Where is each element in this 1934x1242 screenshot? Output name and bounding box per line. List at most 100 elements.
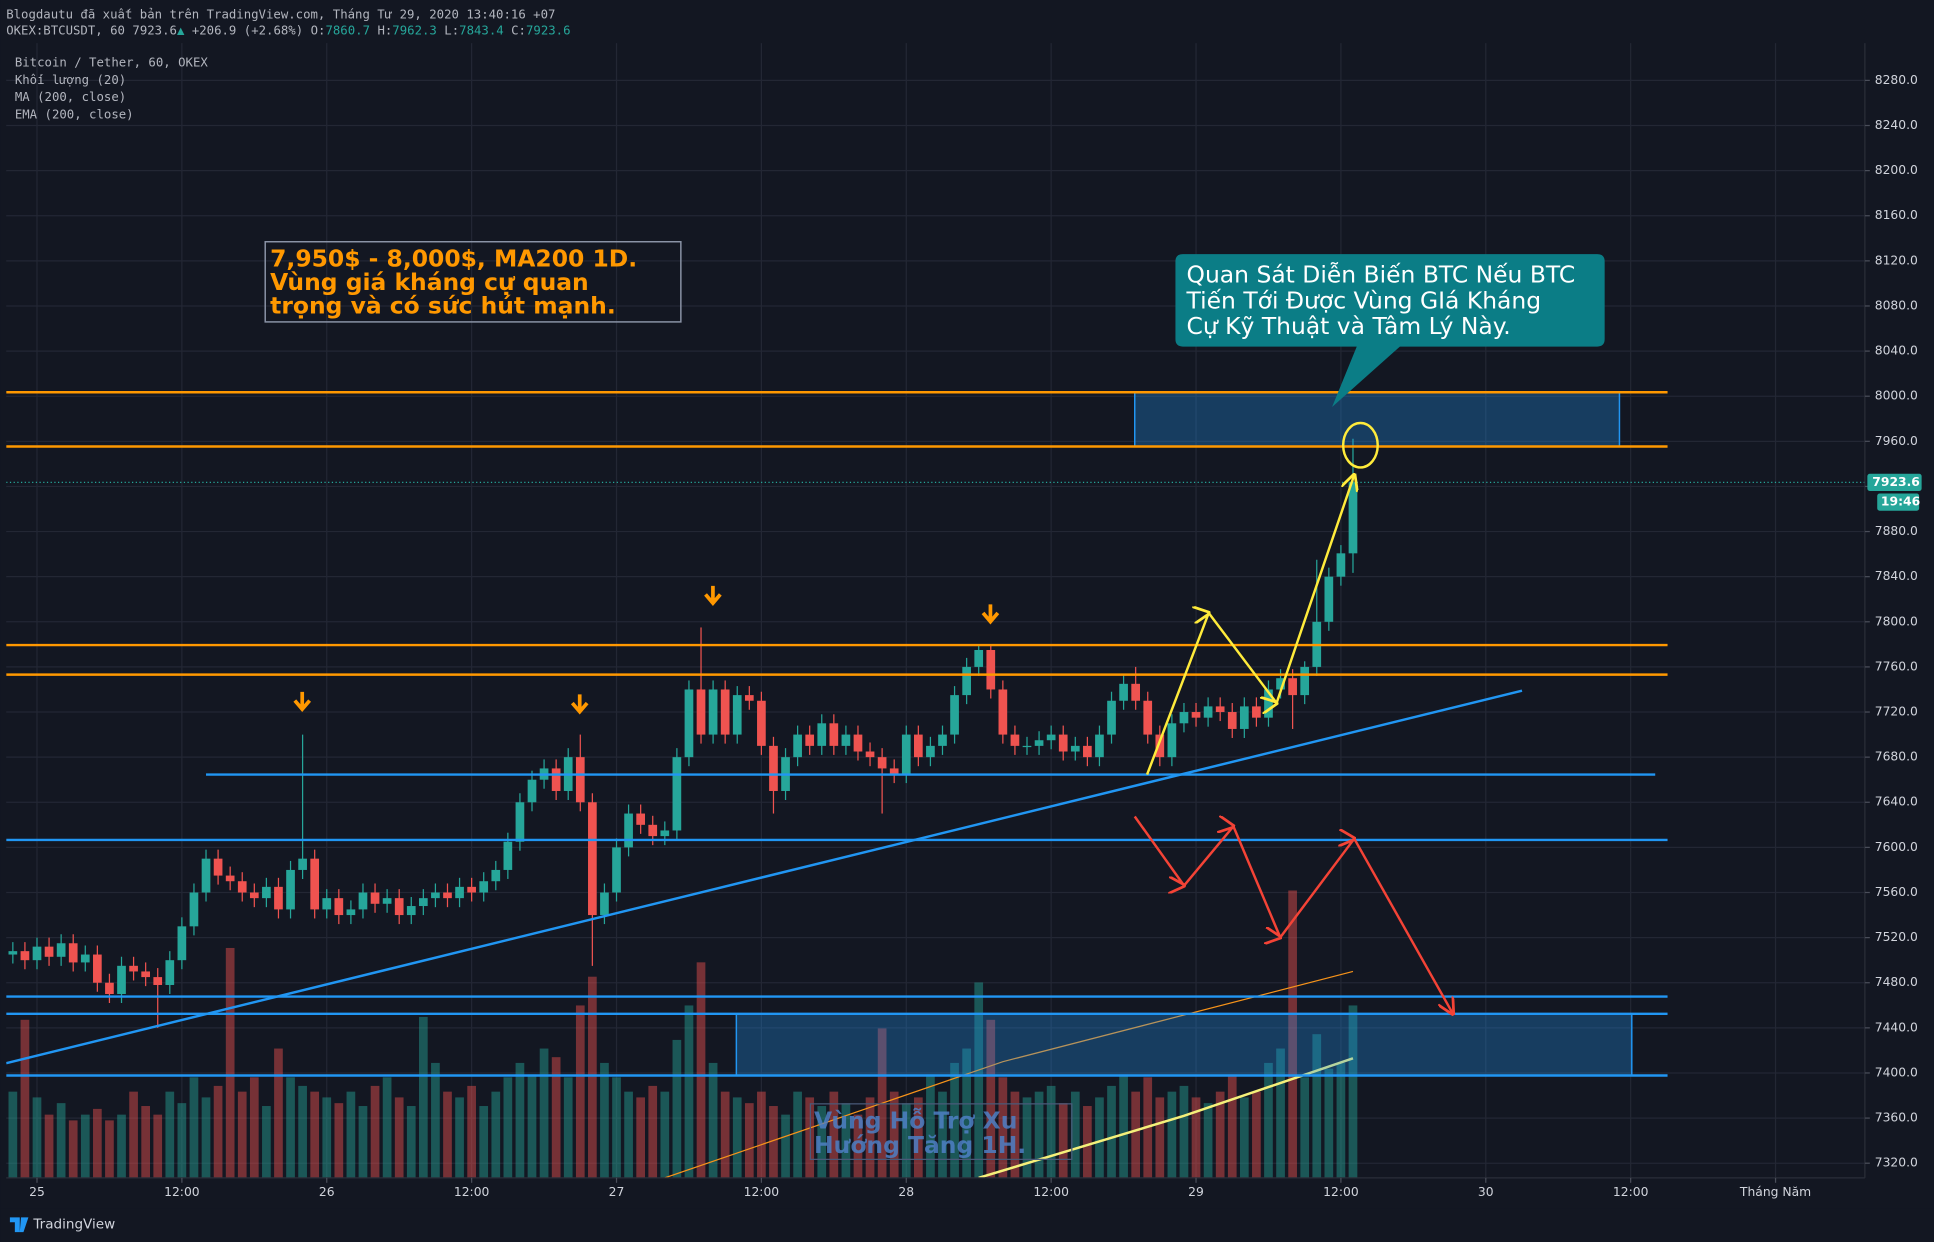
volume-bar <box>189 1077 199 1178</box>
volume-bar <box>93 1108 102 1178</box>
annotation-text: Hướng Tăng 1H. <box>814 1131 1026 1159</box>
y-tick-label: 7400.0 <box>1875 1065 1918 1079</box>
volume-bar <box>600 1062 609 1178</box>
volume-bar <box>1239 1097 1249 1178</box>
candle-body <box>298 858 307 870</box>
candle-body <box>624 813 633 848</box>
volume-bar <box>286 1077 295 1178</box>
candle-body <box>1119 683 1128 701</box>
candle-body <box>1034 740 1044 746</box>
ohlc-value: 7843.4 <box>459 24 504 38</box>
volume-bar <box>1167 1091 1177 1178</box>
candle-body <box>1022 745 1032 748</box>
y-tick-label: 8200.0 <box>1875 163 1918 177</box>
legend-entry: Khối lượng (20) <box>15 73 126 87</box>
volume-bar <box>769 1106 778 1178</box>
volume-bar <box>1058 1103 1068 1178</box>
volume-bar <box>1252 1091 1261 1178</box>
candle-body <box>1300 666 1310 696</box>
annotation-text: 7,950$ - 8,000$, MA200 1D. <box>270 244 637 272</box>
volume-bar <box>1070 1091 1080 1178</box>
volume-bar <box>986 1019 996 1178</box>
y-tick-label: 7680.0 <box>1875 750 1918 764</box>
candle-body <box>189 892 199 927</box>
volume-bar <box>1010 1091 1020 1178</box>
volume-bar <box>672 1039 682 1178</box>
candle-body <box>612 847 621 893</box>
volume-bar <box>418 1016 428 1178</box>
candle-body <box>708 689 718 735</box>
volume-bar <box>346 1091 356 1178</box>
x-tick-label: 30 <box>1478 1185 1494 1199</box>
candle-body <box>249 892 259 899</box>
volume-bar <box>1300 1077 1310 1178</box>
candle-body <box>515 802 525 842</box>
volume-bar <box>1203 1103 1213 1178</box>
callout-box <box>1175 254 1605 408</box>
candle-body <box>346 909 356 916</box>
candle-body <box>1083 745 1092 758</box>
volume-bar <box>793 1091 802 1178</box>
volume-bar <box>1107 1085 1116 1178</box>
ohlc-value: 7923.6 <box>526 24 571 38</box>
volume-bar <box>950 1062 959 1178</box>
y-tick-label: 8040.0 <box>1875 344 1918 358</box>
candle-body <box>1058 734 1068 752</box>
axes: 7320.0 7360.0 7400.0 7440.0 7480.0 7520.0 7560… <box>6 43 1922 1199</box>
volume-bar <box>44 1114 54 1178</box>
volume-bar <box>1083 1106 1092 1178</box>
candle-body <box>986 649 996 690</box>
candle-body <box>334 898 344 916</box>
ohlc-label: H: <box>377 24 392 38</box>
candle-body <box>1252 706 1261 718</box>
candle-body <box>237 881 247 893</box>
volume-bar <box>56 1103 66 1178</box>
candle-body <box>20 951 30 961</box>
candle-body <box>225 875 235 882</box>
y-tick-label: 8080.0 <box>1875 298 1918 312</box>
volume-bar <box>201 1097 211 1178</box>
candle-body <box>1179 712 1189 724</box>
candle-body <box>1324 576 1334 622</box>
candle-body <box>889 768 899 775</box>
volume-bar <box>105 1120 114 1178</box>
candle-body <box>1239 706 1249 729</box>
volume-bar <box>913 1097 923 1178</box>
candle-body <box>382 898 392 904</box>
volume-bar <box>80 1114 90 1178</box>
volume-bar <box>1276 1048 1285 1178</box>
candle-body <box>720 689 730 735</box>
symbol: OKEX:BTCUSDT, 60 <box>6 24 125 38</box>
ohlc-value: 7962.3 <box>392 24 437 38</box>
y-tick-label: 7320.0 <box>1875 1156 1918 1170</box>
candle-body <box>938 734 947 746</box>
ohlc-label: L: <box>444 24 459 38</box>
y-tick-label: 8160.0 <box>1875 208 1918 222</box>
annotation-text: Cự Kỹ Thuật và Tâm Lý Này. <box>1187 312 1511 340</box>
countdown-label: 19:46 <box>1881 495 1920 509</box>
projection-path <box>1145 475 1354 775</box>
x-tick-label: 28 <box>898 1185 914 1199</box>
volume-bar <box>998 1077 1008 1178</box>
volume-bar <box>249 1077 259 1178</box>
candle-body <box>853 734 863 752</box>
volume-bar <box>213 1085 223 1178</box>
ohlc-value: 7860.7 <box>325 24 370 38</box>
legend-entry: MA (200, close) <box>15 90 126 104</box>
candle-body <box>696 689 706 735</box>
annotation-text: Vùng giá kháng cự quan <box>270 268 589 296</box>
candle-body <box>262 886 271 899</box>
candle-body <box>1348 482 1358 554</box>
volume-bar <box>636 1097 646 1178</box>
x-tick-label: 12:00 <box>454 1185 490 1199</box>
volume-bar <box>32 1097 42 1178</box>
candle-body <box>44 946 54 957</box>
countdown-tag <box>1877 493 1920 511</box>
candle-body <box>467 886 476 893</box>
candle-body <box>153 977 163 985</box>
volume-bar <box>829 1091 839 1178</box>
candle-body <box>1131 683 1141 701</box>
volume-bar <box>1179 1085 1189 1178</box>
candle-body <box>201 858 211 893</box>
volume-bar <box>1336 1062 1346 1178</box>
